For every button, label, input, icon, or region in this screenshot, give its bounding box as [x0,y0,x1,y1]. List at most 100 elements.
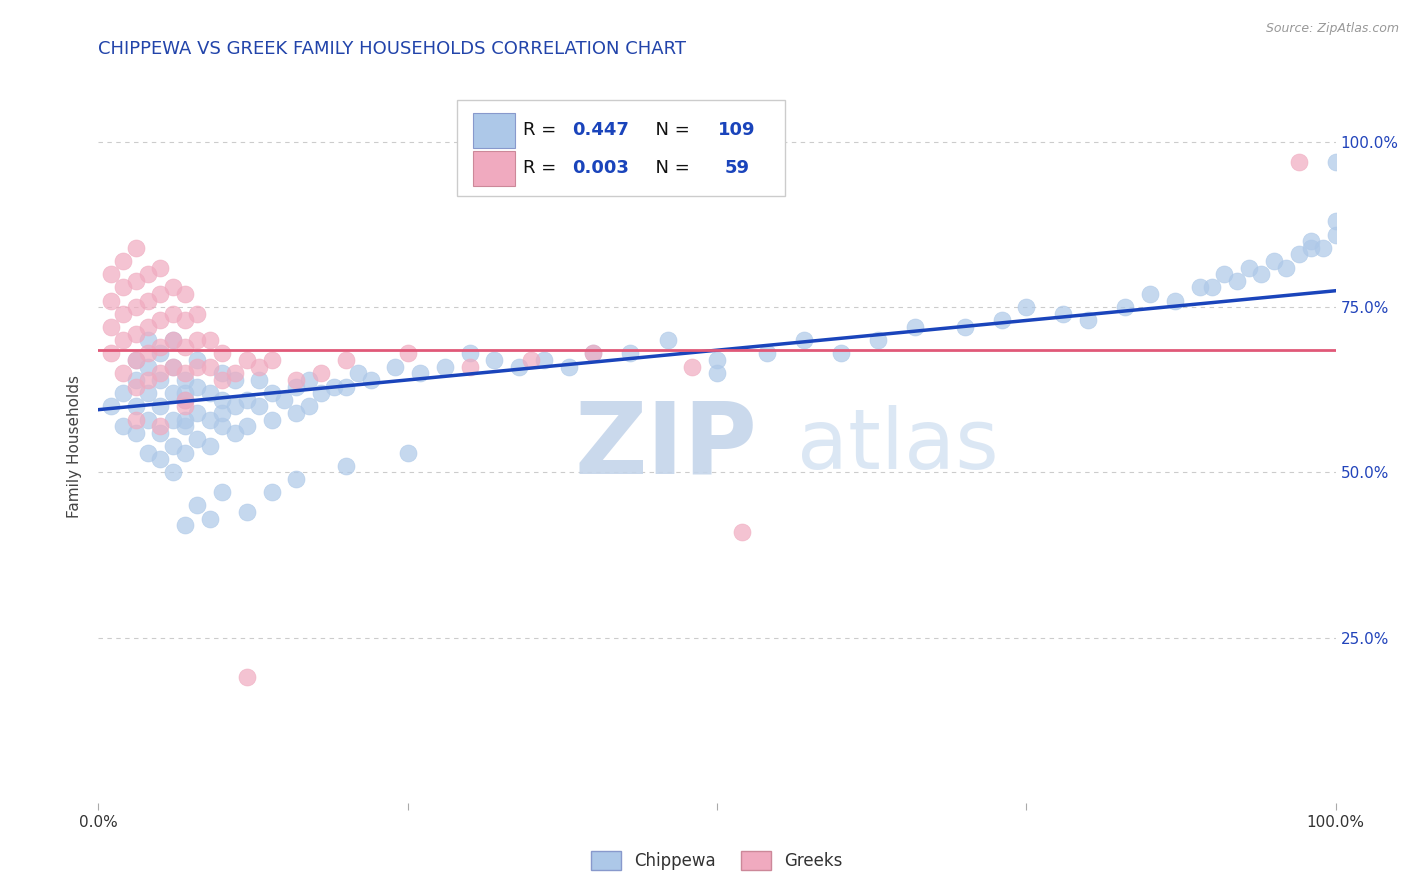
Point [149,373,172,387]
Point [396,445,419,459]
Point [174,400,197,414]
Point [309,386,332,401]
Point [174,373,197,387]
Point [124,425,146,440]
Point [1324,214,1347,228]
Point [124,353,146,368]
Point [174,392,197,407]
Point [186,353,208,368]
Point [953,320,976,334]
Point [211,346,233,360]
Point [174,518,197,533]
Point [335,379,357,393]
Point [136,359,159,374]
Point [198,386,221,401]
Point [124,353,146,368]
Point [136,333,159,347]
Point [1077,313,1099,327]
Point [1312,241,1334,255]
Text: 0.003: 0.003 [572,159,628,177]
Point [285,406,308,420]
Text: CHIPPEWA VS GREEK FAMILY HOUSEHOLDS CORRELATION CHART: CHIPPEWA VS GREEK FAMILY HOUSEHOLDS CORR… [98,40,686,58]
Point [285,373,308,387]
Point [136,412,159,426]
Point [335,458,357,473]
Point [458,346,481,360]
Point [162,359,184,374]
Point [211,392,233,407]
Point [360,373,382,387]
Point [1164,293,1187,308]
Point [124,379,146,393]
Point [211,367,233,381]
Point [162,466,184,480]
Point [174,419,197,434]
Point [174,412,197,426]
Point [136,293,159,308]
Text: Source: ZipAtlas.com: Source: ZipAtlas.com [1265,22,1399,36]
Point [273,392,295,407]
Point [236,392,259,407]
Point [149,452,172,467]
Point [136,373,159,387]
Point [162,412,184,426]
Point [100,293,122,308]
Point [236,419,259,434]
Text: 109: 109 [718,121,756,139]
Point [136,346,159,360]
Text: ZIP: ZIP [575,398,758,494]
Point [1015,300,1038,314]
Point [533,353,555,368]
Point [236,505,259,519]
Point [211,406,233,420]
Point [198,359,221,374]
Point [186,307,208,321]
Point [124,412,146,426]
Point [124,274,146,288]
FancyBboxPatch shape [457,100,785,196]
Point [149,260,172,275]
Point [112,307,135,321]
Point [866,333,889,347]
Point [149,425,172,440]
Point [309,367,332,381]
Point [198,333,221,347]
Point [211,373,233,387]
Point [149,287,172,301]
FancyBboxPatch shape [474,112,516,148]
Point [396,346,419,360]
Point [298,400,321,414]
Text: R =: R = [523,121,562,139]
Point [174,386,197,401]
Point [582,346,605,360]
Point [1139,287,1161,301]
Point [458,359,481,374]
Point [1188,280,1211,294]
Point [112,333,135,347]
Point [260,353,283,368]
Point [1299,234,1322,248]
Point [162,386,184,401]
Point [100,346,122,360]
Point [260,386,283,401]
Point [1263,254,1285,268]
Point [224,425,246,440]
Point [619,346,641,360]
Point [124,300,146,314]
Point [260,485,283,500]
Point [384,359,406,374]
Point [224,400,246,414]
Point [186,499,208,513]
Point [484,353,506,368]
Point [174,313,197,327]
Point [211,419,233,434]
Point [247,373,270,387]
Point [236,353,259,368]
Point [162,333,184,347]
Point [162,280,184,294]
Point [162,307,184,321]
Point [335,353,357,368]
Text: N =: N = [644,121,696,139]
Point [149,313,172,327]
Point [1299,241,1322,255]
